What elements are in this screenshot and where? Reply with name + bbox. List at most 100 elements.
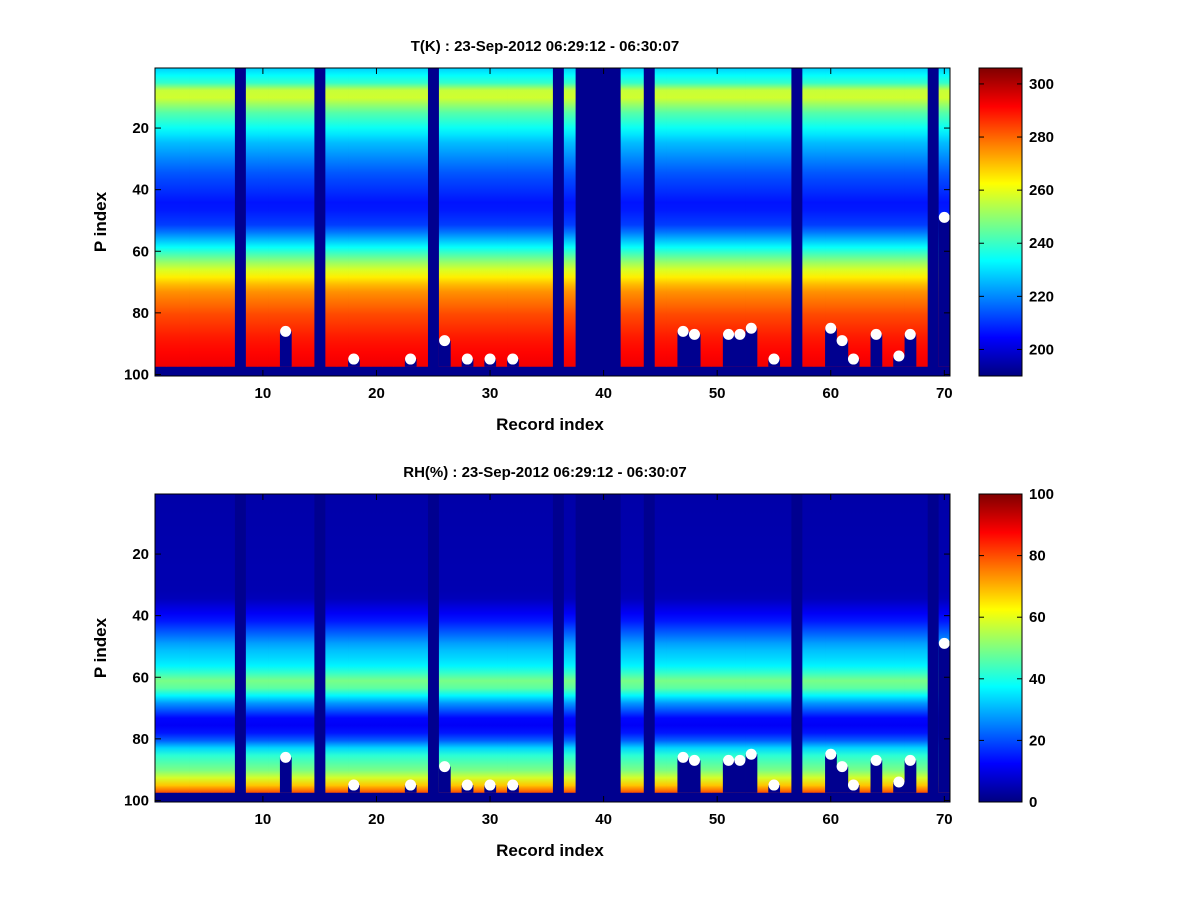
heatmap-column bbox=[268, 68, 281, 367]
heatmap-column bbox=[450, 494, 463, 793]
heatmap-column bbox=[404, 494, 417, 793]
heatmap-column bbox=[155, 68, 167, 367]
heatmap-column bbox=[155, 494, 167, 793]
heatmap-column bbox=[370, 68, 383, 367]
heatmap-column bbox=[632, 68, 644, 367]
colorbar-tick-label: 260 bbox=[1029, 182, 1054, 199]
heatmap-column bbox=[325, 494, 338, 793]
heatmap-column bbox=[166, 68, 179, 367]
heatmap-column bbox=[893, 494, 905, 793]
surface-marker bbox=[677, 325, 689, 337]
heatmap-column bbox=[745, 494, 758, 793]
heatmap-column bbox=[813, 68, 826, 367]
x-tick-label: 20 bbox=[368, 811, 385, 828]
heatmap-column bbox=[393, 68, 406, 367]
heatmap-column bbox=[484, 68, 497, 367]
surface-marker bbox=[723, 754, 735, 766]
heatmap-column bbox=[495, 68, 508, 367]
heatmap-column bbox=[529, 68, 542, 367]
surface-gap bbox=[688, 334, 701, 367]
heatmap-column bbox=[677, 68, 690, 367]
surface-marker bbox=[768, 353, 780, 365]
heatmap-plot: 10 20 30 40 50 60 70 20 40 60 80 100 bbox=[124, 493, 953, 828]
heatmap-column bbox=[279, 494, 292, 793]
chart-title: T(K) : 23-Sep-2012 06:29:12 - 06:30:07 bbox=[411, 38, 679, 55]
colorbar-gradient bbox=[979, 68, 1022, 376]
heatmap-column bbox=[915, 68, 928, 367]
surface-gap bbox=[904, 334, 917, 367]
surface-marker bbox=[938, 637, 950, 649]
heatmap-column bbox=[461, 68, 474, 367]
surface-marker bbox=[484, 353, 496, 365]
surface-gap bbox=[722, 334, 735, 367]
heatmap-column bbox=[802, 68, 815, 367]
heatmap-column bbox=[870, 68, 883, 367]
surface-marker bbox=[439, 761, 451, 773]
surface-marker bbox=[904, 328, 916, 340]
surface-gap bbox=[870, 334, 883, 367]
heatmap-column bbox=[756, 68, 769, 367]
chart-title: RH(%) : 23-Sep-2012 06:29:12 - 06:30:07 bbox=[403, 464, 686, 481]
heatmap-column bbox=[802, 494, 815, 793]
heatmap-column bbox=[359, 68, 372, 367]
y-axis-label: P index bbox=[91, 191, 110, 252]
heatmap-column bbox=[541, 494, 553, 793]
heatmap-column bbox=[563, 68, 576, 367]
heatmap-column bbox=[473, 68, 485, 367]
heatmap-column bbox=[245, 494, 258, 793]
surface-marker bbox=[870, 754, 882, 766]
surface-gap bbox=[677, 757, 690, 793]
x-tick-label: 70 bbox=[936, 811, 953, 828]
surface-gap bbox=[836, 340, 849, 367]
heatmap-column bbox=[666, 68, 678, 367]
surface-gap bbox=[722, 760, 735, 793]
surface-marker bbox=[461, 779, 473, 791]
heatmap-column bbox=[893, 68, 905, 367]
surface-marker bbox=[847, 779, 859, 791]
heatmap-column bbox=[279, 68, 292, 367]
heatmap-column bbox=[768, 494, 781, 793]
surface-marker bbox=[893, 350, 905, 362]
heatmap-column bbox=[711, 494, 724, 793]
surface-gap bbox=[836, 766, 849, 793]
heatmap-column bbox=[881, 494, 894, 793]
surface-marker bbox=[280, 751, 292, 763]
surface-marker bbox=[825, 748, 837, 760]
y-tick-label: 60 bbox=[132, 243, 149, 260]
heatmap-column bbox=[370, 494, 383, 793]
heatmap-column bbox=[166, 494, 179, 793]
heatmap-column bbox=[461, 494, 474, 793]
surface-gap bbox=[438, 340, 451, 367]
heatmap-column bbox=[200, 494, 213, 793]
surface-gap bbox=[938, 217, 951, 367]
x-tick-label: 40 bbox=[595, 811, 612, 828]
heatmap-column bbox=[836, 68, 849, 367]
heatmap-column bbox=[359, 494, 372, 793]
heatmap-column bbox=[756, 494, 769, 793]
y-tick-label: 40 bbox=[132, 182, 149, 199]
heatmap-column bbox=[223, 494, 235, 793]
x-tick-label: 30 bbox=[482, 385, 499, 402]
heatmap-column bbox=[257, 494, 269, 793]
heatmap-column bbox=[438, 494, 451, 793]
heatmap-column bbox=[847, 68, 860, 367]
heatmap-column bbox=[211, 68, 224, 367]
heatmap-column bbox=[302, 494, 315, 793]
heatmap-column bbox=[722, 494, 735, 793]
colorbar-gradient bbox=[979, 494, 1022, 802]
surface-marker bbox=[768, 779, 780, 791]
colorbar-frame bbox=[978, 67, 1023, 377]
surface-marker bbox=[893, 776, 905, 788]
heatmap-column bbox=[688, 494, 701, 793]
surface-marker bbox=[507, 353, 519, 365]
heatmap-column bbox=[200, 68, 213, 367]
heatmap-column bbox=[268, 494, 281, 793]
heatmap-column bbox=[745, 68, 758, 367]
colorbar-tick-label: 100 bbox=[1029, 486, 1054, 503]
surface-marker bbox=[870, 328, 882, 340]
surface-marker bbox=[677, 751, 689, 763]
heatmap-column bbox=[257, 68, 269, 367]
surface-marker bbox=[439, 335, 451, 347]
heatmap-column bbox=[302, 68, 315, 367]
